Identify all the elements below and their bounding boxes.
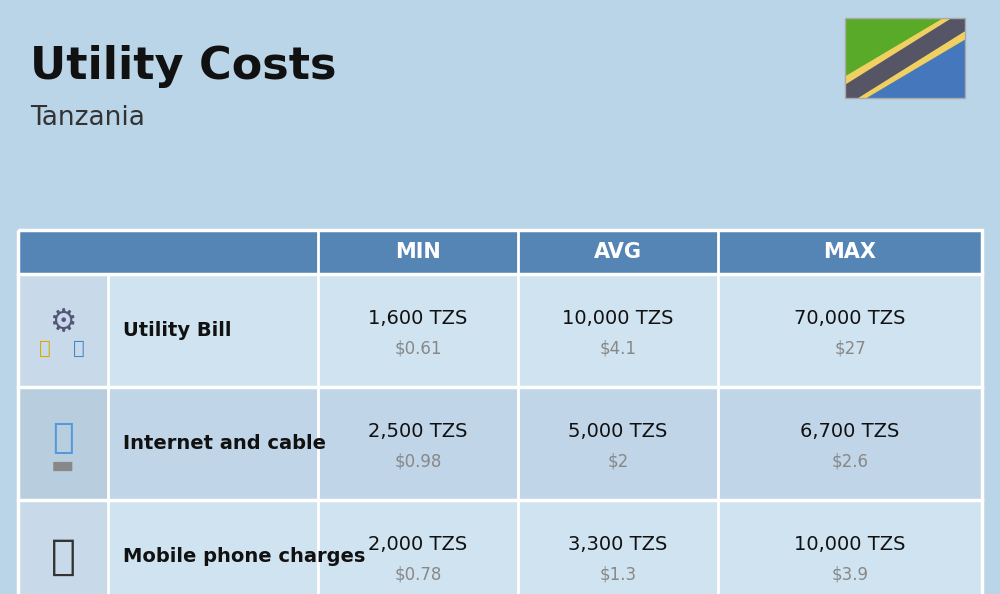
Text: $2.6: $2.6: [832, 453, 868, 470]
Text: 1,600 TZS: 1,600 TZS: [368, 309, 468, 328]
Text: 2,000 TZS: 2,000 TZS: [368, 535, 468, 554]
FancyBboxPatch shape: [18, 274, 108, 387]
Text: 10,000 TZS: 10,000 TZS: [562, 309, 674, 328]
Text: MAX: MAX: [824, 242, 876, 262]
Text: 📱: 📱: [50, 536, 76, 577]
FancyBboxPatch shape: [108, 500, 982, 594]
Text: Utility Costs: Utility Costs: [30, 45, 336, 88]
Text: 70,000 TZS: 70,000 TZS: [794, 309, 906, 328]
Text: MIN: MIN: [395, 242, 441, 262]
Text: AVG: AVG: [594, 242, 642, 262]
Text: 🔌: 🔌: [39, 339, 51, 358]
Polygon shape: [845, 18, 965, 98]
Text: $0.98: $0.98: [394, 453, 442, 470]
Text: $3.9: $3.9: [832, 565, 868, 583]
Text: ▬: ▬: [51, 453, 75, 478]
Text: $27: $27: [834, 340, 866, 358]
Polygon shape: [845, 18, 965, 98]
Text: $4.1: $4.1: [600, 340, 637, 358]
Text: $2: $2: [607, 453, 629, 470]
FancyBboxPatch shape: [18, 387, 108, 500]
FancyBboxPatch shape: [108, 274, 982, 387]
Text: 5,000 TZS: 5,000 TZS: [568, 422, 668, 441]
Text: $0.61: $0.61: [394, 340, 442, 358]
Text: Utility Bill: Utility Bill: [123, 321, 232, 340]
Text: $1.3: $1.3: [599, 565, 637, 583]
FancyBboxPatch shape: [108, 387, 982, 500]
FancyBboxPatch shape: [18, 500, 108, 594]
Text: Mobile phone charges: Mobile phone charges: [123, 547, 365, 566]
Text: Tanzania: Tanzania: [30, 105, 145, 131]
Text: 10,000 TZS: 10,000 TZS: [794, 535, 906, 554]
Text: 3,300 TZS: 3,300 TZS: [568, 535, 668, 554]
FancyBboxPatch shape: [18, 230, 982, 274]
Polygon shape: [845, 18, 965, 98]
Text: ⚙: ⚙: [49, 308, 77, 337]
Text: 📶: 📶: [52, 422, 74, 456]
Text: 📺: 📺: [73, 339, 85, 358]
Polygon shape: [845, 18, 965, 98]
Text: Internet and cable: Internet and cable: [123, 434, 326, 453]
Text: 2,500 TZS: 2,500 TZS: [368, 422, 468, 441]
Text: $0.78: $0.78: [394, 565, 442, 583]
Text: 6,700 TZS: 6,700 TZS: [800, 422, 900, 441]
